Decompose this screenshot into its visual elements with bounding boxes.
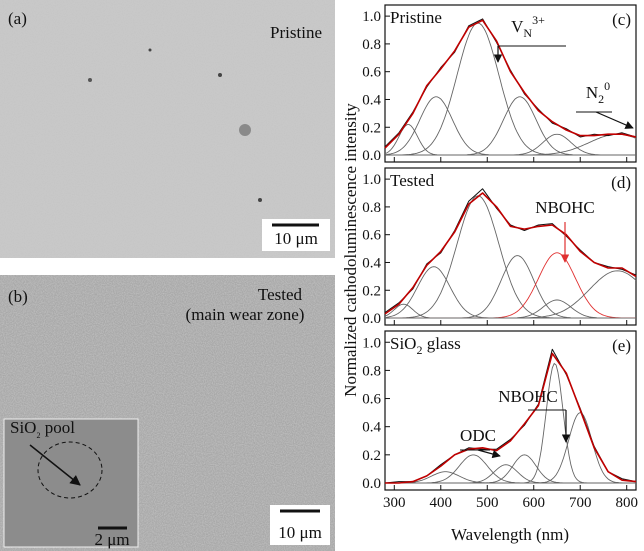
fit-component <box>385 413 636 483</box>
text-part: SiO <box>390 334 416 353</box>
y-tick-label: 0.4 <box>362 255 381 271</box>
panel-label: (c) <box>612 10 631 29</box>
y-tick-label: 1.0 <box>362 9 381 25</box>
y-tick-label: 0.2 <box>362 448 381 464</box>
y-tick-label: 0.8 <box>362 37 381 53</box>
plot-frame <box>385 168 636 325</box>
x-tick-label: 800 <box>615 495 638 511</box>
inset-label: SiO2 pool <box>10 418 75 440</box>
panel-label: (e) <box>612 336 631 355</box>
x-tick-label: 500 <box>476 495 499 511</box>
x-tick-label: 600 <box>522 495 545 511</box>
fit-component <box>385 134 636 155</box>
annotation: ODC <box>460 426 496 445</box>
y-tick-label: 0.4 <box>362 420 381 436</box>
y-tick-label: 0.0 <box>362 476 381 492</box>
annotation: VN3+ <box>511 13 545 40</box>
text-part: N <box>523 26 532 40</box>
annotation-arrow <box>596 112 633 128</box>
text-part: Tested <box>390 171 435 190</box>
inset-scale-label: 2 μm <box>94 530 129 549</box>
panel-label: (b) <box>8 287 28 306</box>
scale-label: 10 μm <box>274 229 318 248</box>
text-part: ODC <box>460 426 496 445</box>
annotation: NBOHC <box>498 387 558 406</box>
x-tick-label: 300 <box>383 495 406 511</box>
fit-component <box>385 267 636 318</box>
fit-component <box>385 125 636 156</box>
x-tick-label: 700 <box>569 495 592 511</box>
scale-label: 10 μm <box>278 523 322 542</box>
panel-title: SiO2 glass <box>390 334 461 357</box>
fit-component <box>385 455 636 483</box>
y-tick-label: 0.0 <box>362 311 381 327</box>
fit-component <box>385 364 636 484</box>
fit-component <box>385 253 636 318</box>
text-part: glass <box>422 334 460 353</box>
fit-line <box>385 354 636 484</box>
measured-line <box>385 19 636 147</box>
fit-line <box>385 193 636 314</box>
text-part: V <box>511 17 524 36</box>
y-tick-label: 0.8 <box>362 200 381 216</box>
figure: (a) Pristine 10 μm (b) Tested (main wear… <box>0 0 644 551</box>
y-tick-label: 0.2 <box>362 120 381 136</box>
panel-label: (d) <box>611 173 631 192</box>
text-part: NBOHC <box>498 387 558 406</box>
y-tick-label: 1.0 <box>362 172 381 188</box>
y-axis-label: Normalized cathodoluminescence intensity <box>341 103 360 397</box>
x-tick-label: 400 <box>430 495 453 511</box>
annotation: NBOHC <box>535 198 595 217</box>
panel-title: Pristine <box>390 8 442 27</box>
fit-component <box>385 304 636 318</box>
x-axis-label: Wavelength (nm) <box>451 525 569 544</box>
y-tick-label: 0.2 <box>362 283 381 299</box>
text-part: N <box>586 83 598 102</box>
panel-label: (a) <box>8 9 27 28</box>
text-part: 0 <box>604 79 610 93</box>
text-part: Pristine <box>390 8 442 27</box>
fit-line <box>385 20 636 148</box>
y-tick-label: 0.4 <box>362 92 381 108</box>
measured-line <box>385 189 636 313</box>
text-part: SiO <box>10 418 36 437</box>
text-part: 3+ <box>532 13 545 27</box>
image-label: Pristine <box>270 23 322 42</box>
image-label: Tested <box>258 285 303 304</box>
annotation: N20 <box>586 79 610 106</box>
fit-component <box>385 134 636 155</box>
text-part: 2 <box>598 92 604 106</box>
y-tick-label: 1.0 <box>362 335 381 351</box>
y-tick-label: 0.8 <box>362 363 381 379</box>
y-tick-label: 0.6 <box>362 228 381 244</box>
fit-component <box>385 196 636 318</box>
panel-title: Tested <box>390 171 435 190</box>
y-tick-label: 0.6 <box>362 392 381 408</box>
text-part: pool <box>40 418 75 437</box>
text-part: NBOHC <box>535 198 595 217</box>
image-label: (main wear zone) <box>186 305 305 324</box>
y-tick-label: 0.0 <box>362 148 381 164</box>
y-tick-label: 0.6 <box>362 65 381 81</box>
